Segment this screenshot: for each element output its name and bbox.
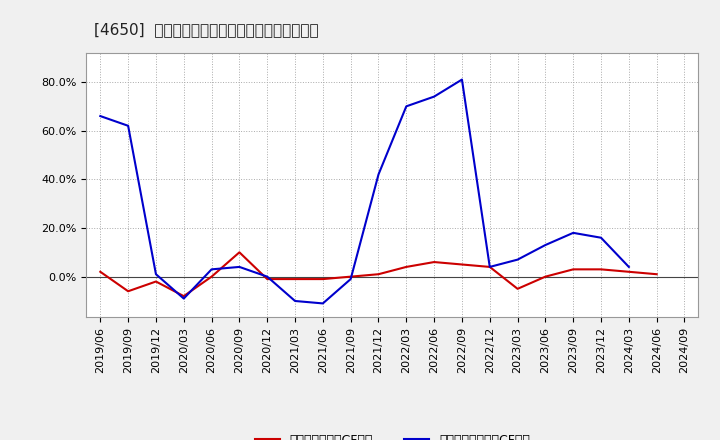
有利子負債フリーCF比率 [485,264,494,270]
有利子負債フリーCF比率 [235,264,243,270]
有利子負債フリーCF比率 [263,274,271,279]
有利子負債フリーCF比率 [430,94,438,99]
有利子負債営業CF比率 [235,249,243,255]
有利子負債営業CF比率 [485,264,494,270]
有利子負債営業CF比率 [597,267,606,272]
有利子負債フリーCF比率 [96,114,104,119]
有利子負債フリーCF比率 [569,230,577,235]
有利子負債営業CF比率 [374,271,383,277]
有利子負債フリーCF比率 [513,257,522,262]
有利子負債営業CF比率 [207,274,216,279]
有利子負債フリーCF比率 [624,264,633,270]
有利子負債営業CF比率 [402,264,410,270]
有利子負債フリーCF比率 [541,242,550,248]
有利子負債フリーCF比率 [402,104,410,109]
有利子負債フリーCF比率 [597,235,606,240]
有利子負債営業CF比率 [124,289,132,294]
有利子負債フリーCF比率 [207,267,216,272]
有利子負債営業CF比率 [624,269,633,275]
有利子負債フリーCF比率 [291,298,300,304]
有利子負債フリーCF比率 [179,296,188,301]
有利子負債営業CF比率 [569,267,577,272]
有利子負債営業CF比率 [179,293,188,299]
有利子負債営業CF比率 [458,262,467,267]
有利子負債営業CF比率 [346,274,355,279]
有利子負債フリーCF比率 [318,301,327,306]
有利子負債営業CF比率 [96,269,104,275]
有利子負債営業CF比率 [513,286,522,291]
有利子負債フリーCF比率 [458,77,467,82]
Line: 有利子負債フリーCF比率: 有利子負債フリーCF比率 [100,80,629,304]
有利子負債フリーCF比率 [124,123,132,128]
有利子負債営業CF比率 [263,276,271,282]
有利子負債営業CF比率 [291,276,300,282]
有利子負債営業CF比率 [430,260,438,265]
Line: 有利子負債営業CF比率: 有利子負債営業CF比率 [100,252,657,296]
有利子負債営業CF比率 [541,274,550,279]
Text: [4650]  有利子負債キャッシュフロー比率の推移: [4650] 有利子負債キャッシュフロー比率の推移 [94,22,318,37]
有利子負債営業CF比率 [152,279,161,284]
有利子負債フリーCF比率 [152,271,161,277]
有利子負債営業CF比率 [652,271,661,277]
有利子負債フリーCF比率 [374,172,383,177]
有利子負債フリーCF比率 [346,276,355,282]
Legend: 有利子負債営業CF比率, 有利子負債フリーCF比率: 有利子負債営業CF比率, 有利子負債フリーCF比率 [255,434,530,440]
有利子負債営業CF比率 [318,276,327,282]
